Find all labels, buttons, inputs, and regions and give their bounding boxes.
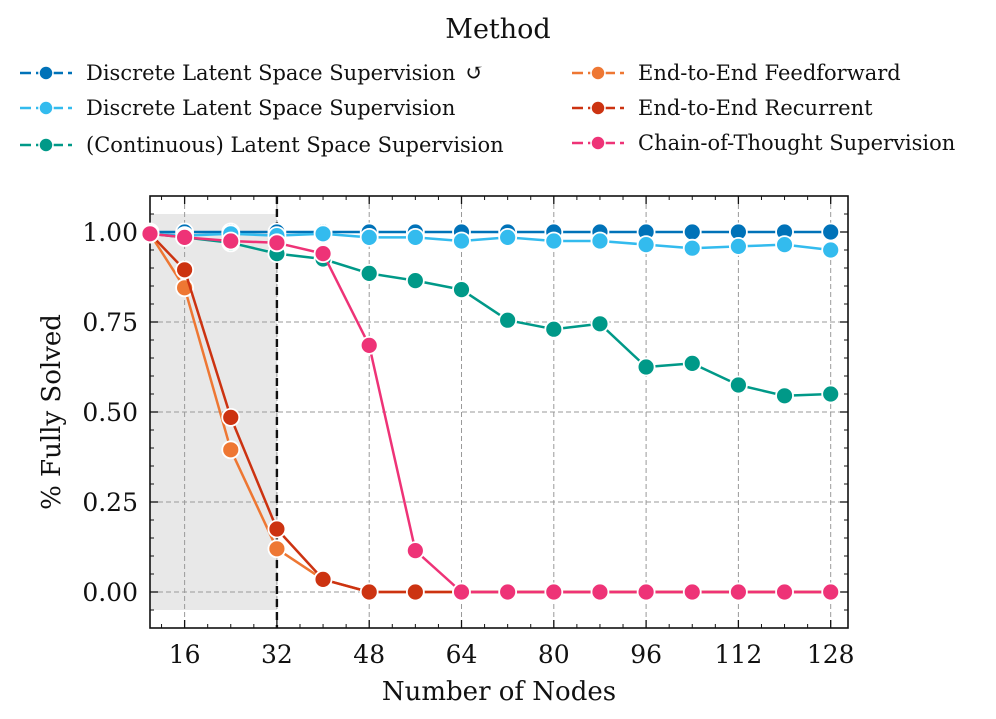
legend-swatch — [572, 135, 624, 151]
data-point — [821, 222, 841, 242]
legend-label: Discrete Latent Space Supervision — [86, 96, 456, 120]
data-point — [775, 582, 794, 602]
legend-swatch — [20, 137, 72, 153]
data-point — [821, 582, 841, 602]
data-point — [221, 440, 241, 460]
y-tick-label: 0.25 — [82, 488, 138, 517]
data-point — [221, 231, 241, 251]
data-point — [359, 582, 379, 602]
y-tick-label: 0.75 — [82, 308, 138, 337]
data-point — [636, 357, 656, 377]
data-point — [775, 386, 794, 406]
data-point — [313, 244, 333, 264]
series-line — [149, 232, 831, 398]
data-point — [452, 231, 471, 251]
data-point — [498, 227, 518, 247]
legend-title: Method — [445, 14, 551, 45]
data-point — [175, 260, 195, 280]
legend-item-cot: Chain-of-Thought Supervision — [570, 128, 955, 158]
x-tick-label: 48 — [353, 640, 385, 669]
data-point — [405, 582, 425, 602]
data-point — [821, 240, 841, 260]
data-point — [140, 224, 160, 244]
data-point — [682, 238, 702, 258]
data-point — [267, 519, 287, 539]
y-tick-label: 0.00 — [82, 578, 138, 607]
data-point — [682, 222, 702, 242]
data-point — [313, 224, 333, 244]
data-point — [221, 407, 241, 427]
reset-icon: ↺ — [465, 60, 484, 86]
data-point — [267, 539, 287, 559]
data-point — [590, 231, 610, 251]
data-point — [359, 227, 379, 247]
y-tick-label: 0.50 — [82, 398, 138, 427]
data-point — [590, 582, 610, 602]
legend-item-discrete-reset: Discrete Latent Space Supervision ↺ — [18, 58, 484, 88]
legend-label: End-to-End Recurrent — [638, 96, 873, 120]
legend-item-recurrent: End-to-End Recurrent — [570, 93, 873, 123]
legend-label: (Continuous) Latent Space Supervision — [86, 133, 504, 157]
data-point — [452, 582, 471, 602]
legend-swatch — [572, 65, 624, 81]
legend-swatch — [20, 65, 72, 81]
legend-swatch — [20, 100, 72, 116]
data-point — [728, 582, 748, 602]
data-point — [821, 384, 841, 404]
y-axis-label: % Fully Solved — [37, 314, 67, 510]
data-point — [636, 235, 656, 255]
x-tick-label: 80 — [538, 640, 570, 669]
data-point — [452, 280, 471, 300]
data-point — [775, 235, 794, 255]
legend-label: Chain-of-Thought Supervision — [638, 131, 956, 155]
x-tick-label: 96 — [630, 640, 662, 669]
x-tick-label: 32 — [261, 640, 293, 669]
x-tick-label: 64 — [446, 640, 478, 669]
legend-label: End-to-End Feedforward — [638, 61, 901, 85]
x-tick-label: 112 — [715, 640, 763, 669]
data-point — [313, 570, 333, 589]
legend-item-discrete: Discrete Latent Space Supervision — [18, 93, 455, 123]
x-tick-label: 16 — [169, 640, 201, 669]
data-point — [544, 319, 564, 339]
x-axis-label: Number of Nodes — [382, 677, 616, 707]
data-point — [544, 231, 564, 251]
legend-swatch — [572, 100, 624, 116]
data-point — [267, 233, 287, 253]
series-line — [149, 232, 831, 252]
data-point — [590, 314, 610, 334]
data-point — [544, 582, 564, 602]
data-point — [405, 541, 425, 560]
series-line — [149, 232, 831, 594]
data-point — [359, 335, 379, 355]
data-point — [405, 271, 425, 291]
data-point — [728, 236, 748, 256]
series-5 — [140, 224, 841, 602]
y-tick-label: 1.00 — [82, 218, 138, 247]
data-point — [636, 582, 656, 602]
data-point — [682, 353, 702, 373]
data-point — [175, 227, 195, 247]
data-point — [359, 263, 379, 283]
data-point — [498, 310, 518, 330]
x-tick-label: 128 — [807, 640, 855, 669]
legend-item-continuous: (Continuous) Latent Space Supervision — [18, 130, 504, 160]
data-point — [498, 582, 518, 602]
legend-label: Discrete Latent Space Supervision — [86, 60, 456, 85]
data-point — [682, 582, 702, 602]
legend-item-feedforward: End-to-End Feedforward — [570, 58, 901, 88]
data-point — [405, 227, 425, 247]
data-point — [728, 375, 748, 395]
